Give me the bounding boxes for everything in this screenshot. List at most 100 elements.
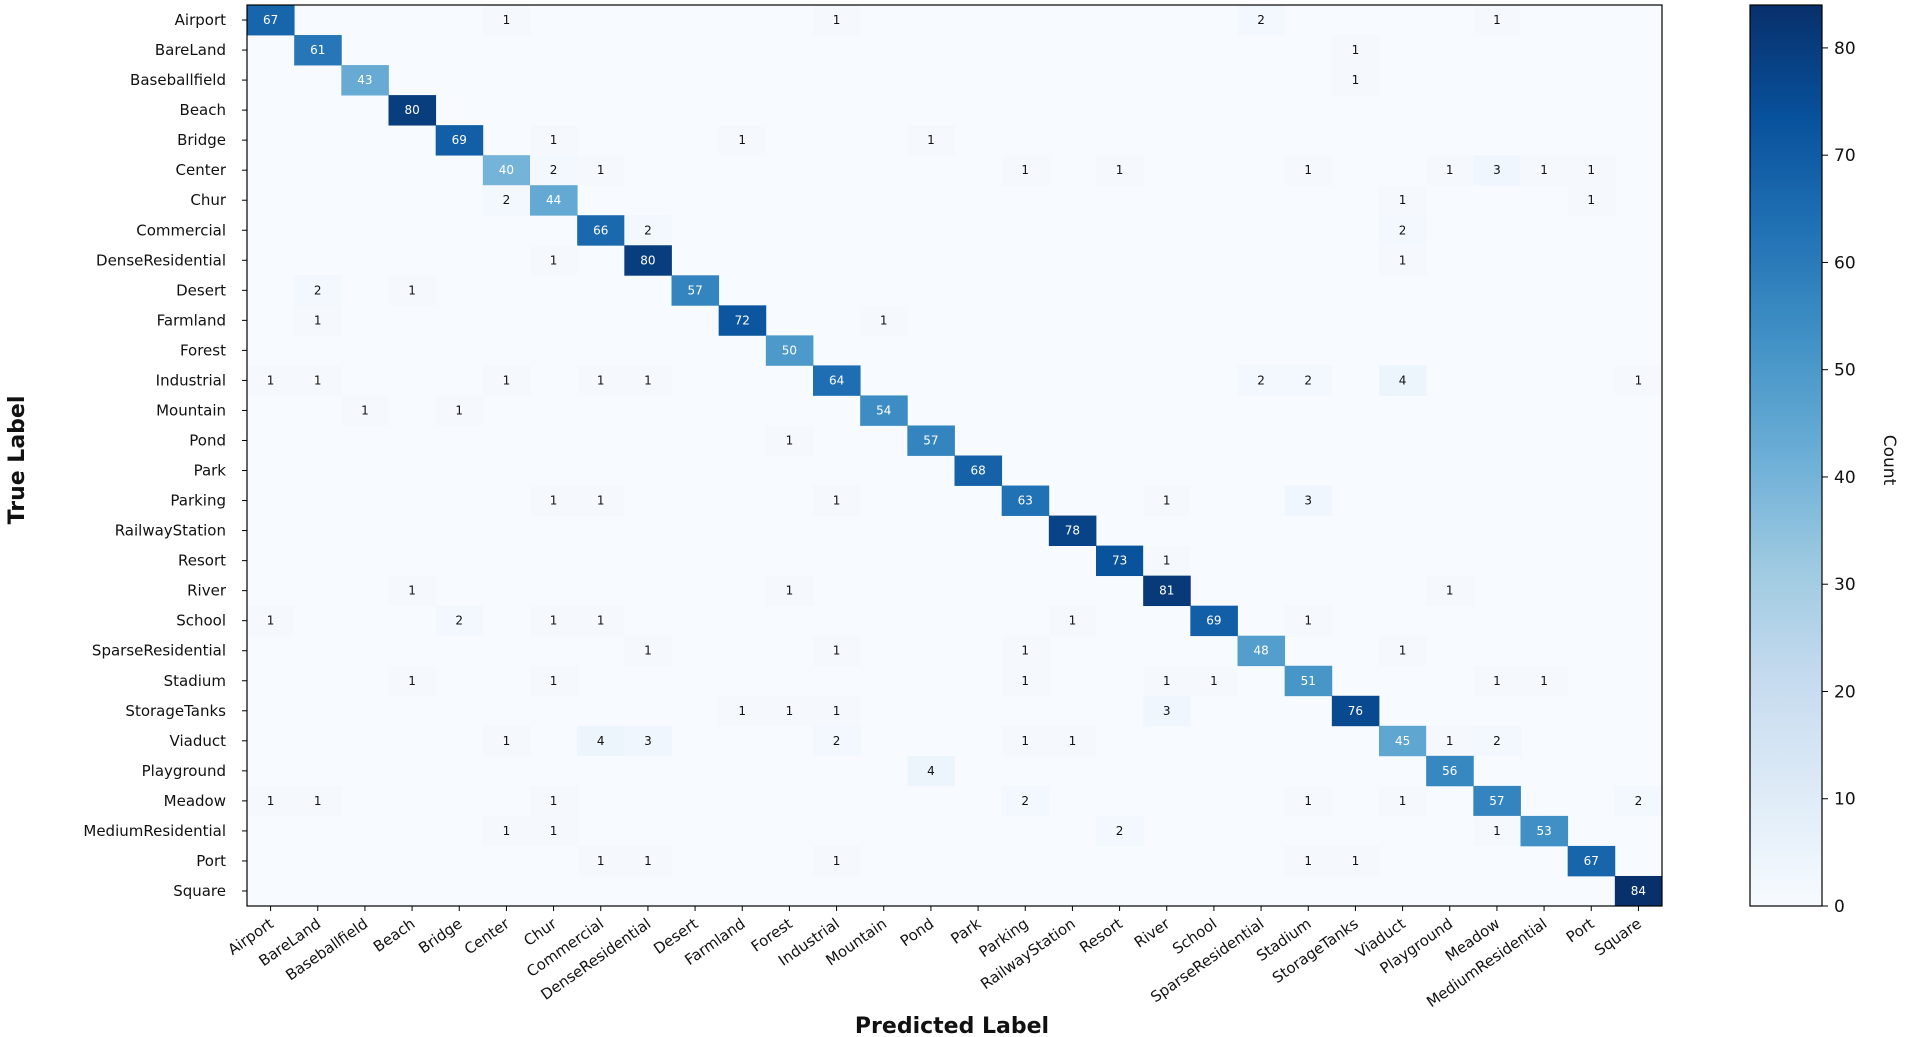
- heatmap-cell-value: 1: [267, 614, 275, 628]
- heatmap-cell: [1567, 185, 1616, 216]
- heatmap-cell: [577, 725, 625, 757]
- heatmap-cell: [1379, 365, 1427, 396]
- heatmap-cell-value: 80: [404, 103, 419, 117]
- heatmap-cell-value: 2: [1399, 223, 1407, 237]
- x-tick-label: Port: [1563, 914, 1598, 946]
- heatmap-cell: [1237, 5, 1286, 36]
- y-tick-label: RailwayStation: [115, 522, 226, 540]
- colorbar-label: Count: [1879, 435, 1899, 486]
- colorbar-tick-label: 20: [1834, 682, 1856, 702]
- heatmap-cell: [1614, 365, 1663, 396]
- x-axis-title: Predicted Label: [855, 1014, 1049, 1037]
- heatmap-cell-value: 1: [1069, 734, 1077, 748]
- heatmap-cell: [813, 845, 861, 877]
- heatmap-cell: [1331, 35, 1380, 66]
- heatmap-cell-value: 2: [503, 193, 511, 207]
- heatmap-cell-value: 3: [1493, 163, 1501, 177]
- heatmap-cell-value: 69: [1206, 614, 1221, 628]
- heatmap-cell-value: 1: [267, 794, 275, 808]
- y-tick-label: Airport: [175, 11, 226, 29]
- heatmap-cell-value: 1: [314, 373, 322, 387]
- y-tick-label: Chur: [190, 191, 226, 209]
- heatmap-cell-value: 1: [1163, 674, 1171, 688]
- heatmap-cell: [1096, 815, 1144, 847]
- heatmap-cell-value: 1: [1210, 674, 1218, 688]
- heatmap-cell: [530, 815, 578, 847]
- heatmap-cell: [530, 155, 578, 186]
- heatmap-cell: [577, 155, 625, 186]
- heatmap-cell-value: 1: [550, 674, 558, 688]
- heatmap-cell: [1426, 575, 1474, 607]
- heatmap-cell-value: 1: [1352, 854, 1360, 868]
- heatmap-cell: [577, 485, 625, 516]
- heatmap-cell: [1331, 695, 1380, 727]
- heatmap-cell: [530, 485, 578, 516]
- heatmap-cell-value: 2: [1116, 824, 1124, 838]
- heatmap-cell: [624, 245, 672, 276]
- heatmap-cell-value: 1: [503, 734, 511, 748]
- heatmap-cell: [1143, 545, 1191, 577]
- heatmap-cell-value: 56: [1442, 764, 1457, 778]
- heatmap-cell-value: 1: [644, 854, 652, 868]
- y-tick-label: BareLand: [155, 41, 226, 59]
- heatmap-cell: [1379, 185, 1427, 216]
- heatmap-cell-value: 57: [687, 283, 702, 297]
- heatmap-cell-value: 3: [1304, 494, 1312, 508]
- heatmap-cell-value: 1: [1635, 373, 1643, 387]
- y-tick-label: Parking: [170, 492, 226, 510]
- y-tick-label: Farmland: [157, 311, 226, 329]
- heatmap-cell: [482, 155, 531, 186]
- heatmap-cell-value: 1: [1399, 253, 1407, 267]
- heatmap-cell-value: 1: [314, 794, 322, 808]
- colorbar-ticks: 0 10 20 30 40 50 60 70 80: [1822, 39, 1856, 917]
- x-tick-label: Pond: [897, 915, 937, 951]
- y-tick-label: Meadow: [164, 792, 226, 810]
- heatmap-cell: [1379, 635, 1427, 667]
- heatmap-cell-value: 81: [1159, 584, 1174, 598]
- heatmap-cell-value: 1: [1493, 674, 1501, 688]
- heatmap-cell-value: 2: [314, 283, 322, 297]
- heatmap-cell: [1284, 785, 1333, 817]
- heatmap-cell: [530, 245, 578, 276]
- heatmap-cell-value: 66: [593, 223, 608, 237]
- y-tick-label: MediumResidential: [83, 822, 226, 840]
- heatmap-cell: [718, 125, 767, 156]
- heatmap-cell: [1473, 155, 1521, 186]
- heatmap-cell-value: 1: [1446, 163, 1454, 177]
- heatmap-cell: [718, 695, 767, 727]
- x-tick-label: Square: [1591, 915, 1645, 960]
- y-tick-label: School: [176, 612, 226, 630]
- heatmap-cell-value: 1: [833, 13, 841, 27]
- heatmap-cell: [1614, 785, 1663, 817]
- colorbar-tick-label: 0: [1834, 897, 1845, 917]
- heatmap-cell: [813, 695, 861, 727]
- heatmap-cell: [1001, 665, 1050, 697]
- heatmap-cell: [860, 305, 908, 336]
- heatmap-cell: [624, 215, 672, 246]
- heatmap-cell-value: 1: [1540, 163, 1548, 177]
- heatmap-cell-value: 1: [314, 313, 322, 327]
- heatmap-cell-value: 2: [1493, 734, 1501, 748]
- heatmap-cell: [624, 365, 672, 396]
- heatmap-cell: [907, 425, 955, 456]
- heatmap-cell-value: 1: [1304, 794, 1312, 808]
- heatmap-cell: [765, 695, 814, 727]
- heatmap-cell-value: 64: [829, 373, 844, 387]
- heatmap-cell-value: 2: [1304, 373, 1312, 387]
- heatmap-cell-value: 1: [408, 674, 416, 688]
- heatmap-cell: [1426, 725, 1474, 757]
- heatmap-cell-value: 1: [1493, 13, 1501, 27]
- heatmap-cell-value: 1: [1021, 163, 1029, 177]
- heatmap-cell: [1143, 485, 1191, 516]
- colorbar-tick-label: 70: [1834, 146, 1856, 166]
- y-tick-label: Commercial: [136, 221, 226, 239]
- y-axis-title: True Label: [5, 396, 30, 525]
- heatmap-cell-value: 1: [597, 854, 605, 868]
- colorbar-tick-label: 10: [1834, 790, 1856, 810]
- heatmap-cell: [1001, 155, 1050, 186]
- heatmap-cell-value: 73: [1112, 554, 1127, 568]
- x-tick-label: Baseballfield: [282, 915, 371, 985]
- heatmap-cell: [1284, 485, 1333, 516]
